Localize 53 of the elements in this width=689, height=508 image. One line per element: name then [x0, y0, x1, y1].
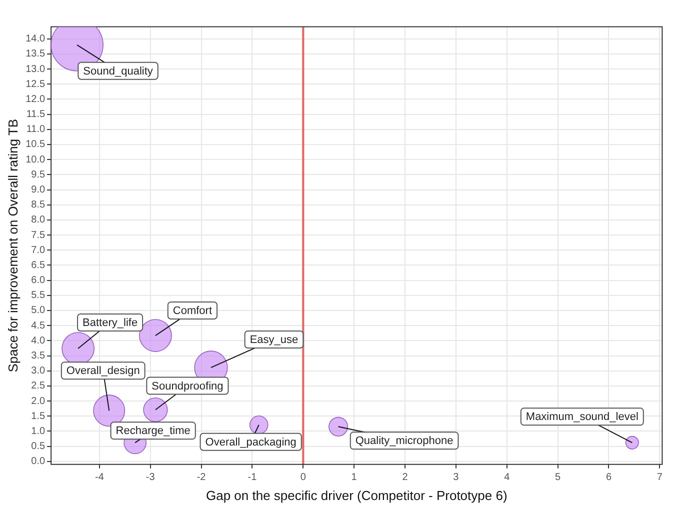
y-tick-label: 4.0	[31, 335, 46, 346]
y-tick-label: 4.5	[31, 320, 46, 332]
annotation: Quality_microphone	[355, 435, 454, 448]
y-tick-label: 1.5	[31, 410, 46, 422]
x-tick-label: 1	[351, 472, 358, 484]
x-tick-label: 4	[504, 472, 510, 484]
y-tick-label: 8.0	[31, 214, 46, 226]
y-tick-label: 0.0	[31, 456, 46, 468]
annotation: Sound_quality	[83, 65, 154, 78]
y-tick-label: 11.0	[26, 124, 46, 136]
y-tick-label: 3.0	[31, 366, 46, 377]
y-axis-title: Space for improvement on Overall rating TB	[5, 118, 20, 372]
y-tick-label: 10.0	[26, 154, 46, 166]
y-tick-label: 7.5	[31, 230, 46, 241]
y-tick-label: 13.5	[26, 48, 46, 60]
x-tick-label: -4	[94, 472, 104, 484]
annotation: Maximum_sound_level	[526, 411, 638, 424]
x-tick-label: 6	[606, 472, 612, 484]
y-tick-label: 2.5	[31, 380, 46, 392]
x-tick-label: 7	[656, 472, 663, 484]
y-tick-label: 2.0	[31, 396, 46, 407]
y-tick-label: 7.0	[31, 244, 46, 256]
y-tick-label: 14.0	[26, 34, 46, 45]
y-tick-label: 5.5	[31, 290, 46, 302]
x-tick-label: -1	[248, 472, 258, 484]
x-tick-label: 2	[402, 472, 408, 484]
x-tick-label: -2	[196, 472, 206, 484]
x-tick-label: -3	[146, 472, 156, 484]
annotation: Comfort	[172, 305, 212, 318]
annotation: Easy_use	[250, 334, 298, 346]
y-tick-label: 5.0	[31, 305, 46, 316]
x-tick-label: 3	[453, 472, 460, 484]
x-axis-title: Gap on the specific driver (Competitor - Prototype 6)	[206, 488, 508, 503]
annotation: Overall_design	[66, 365, 140, 378]
y-tick-label: 8.5	[31, 200, 46, 211]
annotation: Battery_life	[82, 317, 138, 330]
y-tick-label: 0.5	[31, 441, 46, 452]
x-tick-label: 0	[300, 472, 306, 484]
annotation: Overall_packaging	[205, 436, 296, 448]
y-tick-label: 11.5	[26, 109, 46, 120]
y-tick-label: 6.5	[31, 260, 46, 271]
y-tick-label: 3.5	[31, 350, 46, 362]
y-tick-label: 10.5	[26, 139, 46, 150]
x-tick-label: 5	[555, 472, 562, 484]
y-tick-label: 9.0	[31, 184, 46, 196]
y-tick-label: 1.0	[31, 426, 46, 437]
y-tick-label: 9.5	[31, 169, 46, 180]
annotation: Recharge_time	[116, 425, 190, 438]
y-tick-label: 12.5	[26, 78, 46, 90]
y-tick-label: 12.0	[26, 94, 46, 105]
y-tick-label: 13.0	[26, 64, 46, 75]
annotation: Soundproofing	[152, 380, 224, 392]
y-tick-label: 6.0	[31, 275, 46, 286]
